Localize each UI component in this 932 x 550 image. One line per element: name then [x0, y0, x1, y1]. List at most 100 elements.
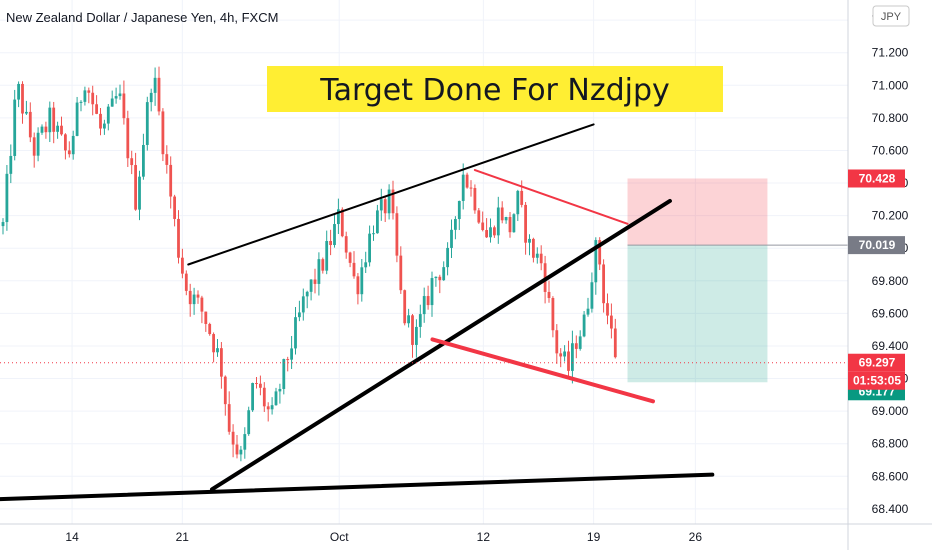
price-tag-label: 70.019 [859, 238, 896, 252]
candle-body [130, 158, 134, 166]
price-tag-box [848, 169, 905, 188]
candle-body [461, 174, 465, 201]
candle-body [586, 308, 590, 315]
candle-body [411, 315, 414, 345]
trendlines [0, 123, 715, 502]
candle-body [200, 297, 204, 312]
candle-body [387, 189, 391, 214]
candle-body [106, 106, 110, 124]
candle-body [352, 262, 356, 277]
candle-body [489, 227, 492, 238]
candle-body [52, 107, 56, 132]
y-tick-label: 71.000 [872, 78, 909, 92]
candle-body [134, 165, 137, 210]
price-axis[interactable]: 71.40071.20071.00070.80070.60070.40070.2… [847, 0, 909, 550]
currency-badge[interactable]: JPY [872, 5, 910, 27]
candle-body [149, 92, 153, 103]
candle-body [243, 434, 247, 450]
y-tick-label: 68.800 [872, 437, 909, 451]
candle-body [582, 314, 586, 337]
candle-body [415, 326, 418, 345]
candle-body [368, 233, 371, 263]
y-tick-label: 68.400 [872, 502, 909, 516]
candle-body [602, 264, 605, 304]
candle-body [430, 278, 434, 306]
countdown-tag-box [848, 371, 905, 390]
price-tag-label: 70.428 [859, 171, 896, 185]
candle-body [223, 376, 227, 405]
candle-body [75, 102, 79, 136]
candle-body [192, 294, 196, 305]
candle-body [399, 255, 403, 291]
candle-body [578, 336, 582, 349]
candle-body [551, 298, 555, 331]
candle-body [169, 164, 173, 197]
candle-body [590, 282, 594, 309]
candle-body [48, 107, 52, 133]
x-tick-label: 26 [689, 530, 703, 544]
candle-body [208, 323, 212, 335]
candle-body [571, 343, 574, 371]
candle-body [442, 267, 446, 281]
candle-body [122, 93, 126, 119]
candle-body [337, 209, 340, 225]
candle-body [247, 410, 251, 435]
candle-body [231, 431, 235, 445]
candle-body [173, 196, 176, 219]
candle-body [305, 291, 309, 297]
take-profit-zone [627, 245, 768, 383]
candle-body [391, 189, 395, 214]
trendline-falling-support [430, 337, 655, 404]
candle-body [555, 330, 559, 354]
annotation-banner: Target Done For Nzdjpy [267, 66, 723, 112]
candle-body [118, 93, 122, 97]
candle-body [321, 259, 325, 271]
candle-body [403, 290, 407, 324]
candle-body [196, 294, 200, 298]
candle-body [1, 222, 5, 227]
y-tick-label: 70.600 [872, 143, 909, 157]
candle-body [79, 101, 83, 103]
candle-body [340, 209, 344, 237]
candle-body [301, 296, 305, 313]
candle-body [5, 173, 9, 223]
candle-body [379, 199, 383, 211]
candle-body [56, 125, 59, 132]
candle-body [610, 315, 613, 329]
candle-body [524, 204, 527, 243]
candle-body [516, 190, 520, 215]
candle-body [220, 348, 223, 377]
candle-body [28, 111, 32, 138]
candle-body [418, 314, 422, 327]
candle-body [606, 303, 609, 316]
trendline-base-line [0, 472, 715, 502]
candle-body [457, 200, 461, 220]
candle-body [364, 262, 368, 268]
candle-body [114, 96, 118, 99]
y-tick-label: 70.800 [872, 111, 909, 125]
x-tick-label: 19 [587, 530, 601, 544]
y-tick-label: 69.600 [872, 306, 909, 320]
candle-body [44, 126, 48, 133]
candle-body [286, 359, 290, 361]
candle-body [103, 123, 106, 129]
y-tick-label: 68.600 [872, 469, 909, 483]
candle-body [99, 113, 102, 129]
time-axis[interactable]: 14 21 Oct 12 19 26 [0, 523, 932, 544]
candle-body [227, 404, 231, 432]
candle-body [282, 359, 286, 389]
y-tick-label: 70.200 [872, 209, 909, 223]
candle-body [450, 229, 453, 248]
candle-body [274, 391, 278, 406]
chart-title: New Zealand Dollar / Japanese Yen, 4h, F… [6, 10, 278, 25]
candle-body [594, 240, 598, 283]
candle-body [177, 218, 180, 258]
candle-body [426, 296, 430, 306]
candle-body [383, 199, 387, 214]
candle-body [508, 216, 512, 233]
candle-body [613, 328, 617, 358]
candle-body [251, 383, 254, 411]
candle-body [165, 154, 169, 165]
candle-body [153, 77, 157, 93]
